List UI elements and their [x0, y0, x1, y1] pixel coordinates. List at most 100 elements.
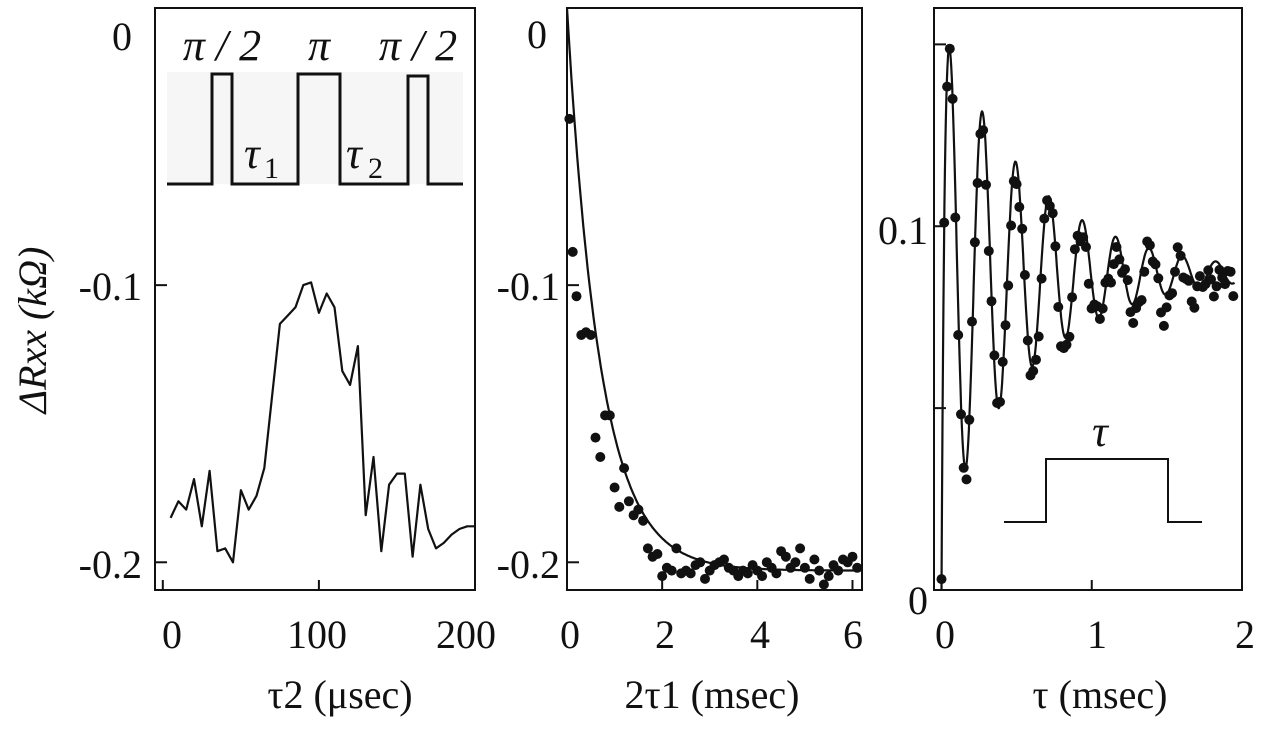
mid-point-7: [595, 452, 606, 462]
right-point-18: [986, 296, 997, 307]
right-point-78: [1153, 273, 1164, 284]
right-point-12: [969, 237, 980, 248]
right-point-98: [1208, 291, 1219, 302]
right-point-16: [981, 179, 991, 190]
right-point-63: [1111, 242, 1122, 252]
right-point-75: [1144, 240, 1155, 251]
pulse-label-pi-half-2: π / 2: [379, 21, 457, 70]
mid-point-52: [809, 554, 820, 565]
pulse-label-pi: π: [308, 21, 332, 70]
right-point-93: [1194, 271, 1205, 282]
right-point-0: [936, 574, 947, 585]
right-point-19: [989, 350, 1000, 361]
left-ytick-label-2: -0.2: [79, 542, 142, 587]
mid-xlabel: 2τ1 (msec): [625, 672, 800, 717]
inset-background: [167, 72, 463, 184]
right-point-53: [1083, 278, 1094, 289]
right-point-36: [1036, 273, 1047, 284]
right-point-69: [1128, 318, 1139, 328]
mid-ytick-label-0: 0: [527, 12, 547, 57]
mid-point-51: [804, 573, 815, 584]
right-point-5: [950, 212, 961, 223]
panel-middle: 0 -0.1 -0.2 0 2 4 6 2τ1 (msec): [497, 7, 863, 717]
right-ytick-label-0: 0: [908, 578, 928, 623]
mid-point-41: [757, 571, 768, 582]
left-ytick-label-1: -0.1: [79, 264, 142, 309]
mid-xtick-label-1: 2: [655, 612, 675, 657]
right-point-72: [1136, 295, 1147, 306]
mid-point-44: [771, 568, 782, 579]
right-point-21: [995, 396, 1005, 407]
right-point-91: [1189, 302, 1200, 313]
mid-xtick-label-3: 6: [843, 612, 863, 657]
right-point-46: [1064, 331, 1075, 342]
mid-point-55: [823, 571, 834, 582]
mid-point-10: [609, 482, 620, 493]
mid-point-22: [666, 565, 677, 576]
right-point-27: [1011, 179, 1022, 190]
mid-point-19: [652, 549, 663, 559]
panel-left: π / 2 π π / 2 τ 1 τ 2 0 -0.1 -0.2 0 100 …: [10, 7, 496, 717]
right-point-30: [1019, 270, 1030, 280]
right-point-37: [1039, 213, 1050, 224]
right-point-23: [1000, 320, 1011, 331]
right-point-57: [1094, 314, 1105, 324]
left-xlabel: τ2 (μsec): [267, 672, 412, 717]
panel-middle-ticks: [566, 7, 854, 590]
right-point-22: [997, 356, 1008, 367]
right-xtick-label-1: 1: [1087, 612, 1107, 657]
pulse-sequence-inset: π / 2 π π / 2 τ 1 τ 2: [167, 21, 463, 186]
mid-point-38: [742, 568, 753, 579]
mid-ytick-label-2: -0.2: [497, 542, 560, 587]
mid-point-53: [814, 565, 825, 576]
right-point-2: [942, 81, 953, 92]
right-point-83: [1167, 288, 1178, 299]
right-point-64: [1114, 254, 1125, 265]
mid-point-23: [671, 543, 682, 554]
mid-point-12: [619, 463, 630, 474]
right-point-40: [1047, 208, 1058, 219]
right-point-33: [1028, 366, 1039, 376]
right-point-85: [1172, 242, 1183, 253]
mid-point-46: [780, 551, 791, 562]
mid-point-15: [633, 504, 644, 515]
right-point-24: [1003, 280, 1014, 291]
middle-data-points: [564, 113, 863, 590]
right-point-42: [1053, 302, 1064, 312]
left-xtick-label-1: 100: [287, 612, 347, 657]
mid-point-49: [795, 543, 806, 554]
left-xtick-label-2: 200: [436, 612, 496, 657]
right-point-52: [1081, 242, 1091, 252]
mid-point-54: [818, 579, 829, 590]
right-point-89: [1183, 275, 1194, 286]
pulse-label-tau2-sub: 2: [368, 152, 383, 185]
left-xtick-label-0: 0: [162, 612, 182, 657]
mid-point-28: [695, 557, 706, 568]
right-point-77: [1150, 259, 1161, 270]
right-point-6: [953, 330, 964, 340]
right-point-51: [1078, 232, 1089, 243]
mid-point-0: [564, 113, 575, 124]
panel-middle-frame: [566, 7, 863, 591]
right-point-67: [1122, 275, 1133, 286]
right-point-10: [964, 414, 975, 425]
mid-point-26: [685, 568, 696, 579]
mid-point-13: [623, 496, 634, 507]
right-point-100: [1214, 264, 1225, 275]
right-point-47: [1067, 292, 1078, 303]
pulse-sequence-line: [167, 72, 463, 186]
right-point-84: [1170, 266, 1180, 277]
pulse-inset: τ: [1004, 407, 1202, 523]
pulse-label-tau1: τ: [244, 129, 262, 178]
pulse-inset-tau: τ: [1092, 407, 1110, 456]
right-point-17: [983, 246, 994, 256]
right-point-4: [947, 93, 958, 104]
right-point-35: [1033, 331, 1044, 342]
right-xtick-label-0: 0: [935, 612, 955, 657]
mid-point-16: [638, 515, 649, 526]
panel-right: τ 0 0.1 0 1 2 τ (msec): [878, 7, 1255, 717]
mid-point-2: [571, 291, 582, 302]
mid-point-61: [852, 562, 863, 573]
right-point-29: [1017, 223, 1028, 234]
right-point-48: [1069, 244, 1080, 255]
